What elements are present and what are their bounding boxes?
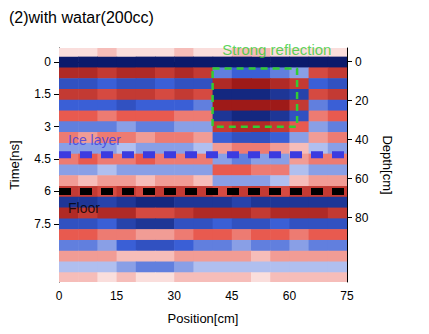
svg-text:7.5: 7.5 [34,217,51,231]
svg-text:80: 80 [355,211,369,225]
svg-text:60: 60 [355,172,369,186]
svg-text:Depth[cm]: Depth[cm] [380,135,395,194]
svg-text:0: 0 [56,289,63,303]
svg-text:60: 60 [283,289,297,303]
svg-text:0: 0 [355,55,362,69]
svg-text:3: 3 [44,120,51,134]
svg-text:1.5: 1.5 [34,87,51,101]
svg-text:Strong reflection: Strong reflection [222,41,331,58]
svg-text:40: 40 [355,133,369,147]
svg-text:20: 20 [355,94,369,108]
svg-text:Position[cm]: Position[cm] [168,311,239,326]
svg-text:30: 30 [168,289,182,303]
svg-text:Floor: Floor [68,200,100,216]
svg-text:45: 45 [225,289,239,303]
svg-text:Time[ns]: Time[ns] [7,140,22,189]
svg-text:(2)with watar(200cc): (2)with watar(200cc) [9,9,154,26]
svg-text:0: 0 [44,55,51,69]
svg-text:75: 75 [340,289,354,303]
svg-text:Ice layer: Ice layer [68,132,121,148]
svg-text:15: 15 [110,289,124,303]
svg-text:4.5: 4.5 [34,152,51,166]
svg-text:6: 6 [44,184,51,198]
